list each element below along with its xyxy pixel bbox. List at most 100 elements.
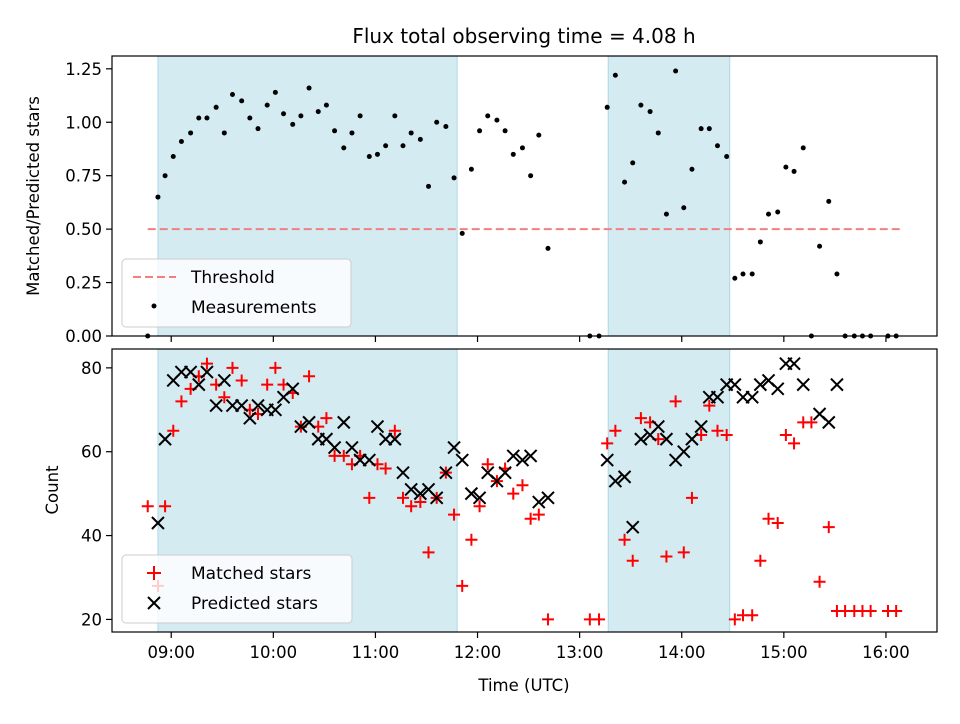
ratio-panel-frame [111,55,938,337]
measurement-point [732,275,738,281]
matched-star-point [754,554,767,567]
measurement-point [638,102,644,108]
matched-star-point [720,428,733,441]
matched-star-point [779,428,792,441]
measurement-point [290,121,296,127]
measurement-point [714,143,720,149]
measurement-point [545,245,551,251]
matched-star-point [141,500,154,513]
matched-star-point [320,412,333,425]
predicted-star-point [506,449,520,463]
matched-star-point [481,458,494,471]
matched-star-point [363,491,376,504]
matched-star-point [159,500,172,513]
matched-star-point [864,605,877,618]
y-tick-label: 1.25 [65,60,102,79]
predicted-star-point [192,377,206,392]
predicted-star-point [626,520,640,534]
predicted-star-point [362,453,377,467]
legend-predicted-label: Predicted stars [191,594,318,614]
matched-star-point [261,378,274,391]
matched-star-point [626,554,639,567]
measurement-point [834,271,840,277]
measurement-point [740,271,746,277]
predicted-star-point [771,382,785,396]
chart-title: Flux total observing time = 4.08 h [352,24,695,48]
matched-star-point [618,533,631,546]
predicted-star-point [439,465,453,480]
measurement-point [477,128,483,134]
predicted-star-point [710,390,725,404]
predicted-star-point [617,470,632,484]
measurement-point [612,72,618,78]
measurement-point [272,89,278,95]
matched-star-point [822,521,835,534]
measurement-point [306,85,312,91]
matched-star-point [685,491,698,504]
measurement-point [357,113,363,119]
matched-star-point [669,395,682,408]
legend-matched-label: Matched stars [191,564,311,584]
matched-star-point [516,479,529,492]
predicted-star-point [158,432,172,446]
measurement-point [255,126,261,132]
predicted-star-point [294,419,308,434]
measurement-point [485,113,491,119]
y-tick-label: 0.00 [65,327,102,346]
matched-star-point [175,395,188,408]
y-tick-label: 0.25 [65,274,102,293]
measurement-point [155,194,161,200]
matched-star-point [303,370,316,383]
predicted-star-point [600,453,614,467]
matched-star-point [269,361,282,374]
measurement-point [817,243,823,249]
predicted-star-point [822,415,836,430]
legend-measurements-marker [151,303,157,309]
y-tick-label: 20 [81,610,102,629]
matched-star-point [771,516,784,529]
count-panel-frame [111,348,938,633]
measurement-point [281,111,287,117]
measurement-point [392,113,398,119]
measurement-point [766,211,772,217]
x-axis-label: Time (UTC) [477,676,569,695]
y-tick-label: 0.50 [65,220,102,239]
measurement-point [528,173,534,179]
legend-threshold-label: Threshold [190,268,275,288]
matched-star-point [235,374,248,387]
matched-star-point [226,361,239,374]
predicted-star-point [327,440,342,455]
measurement-point [383,143,389,149]
measurement-point [374,151,380,157]
y-tick-label: 0.75 [65,167,102,186]
measurement-point [783,164,789,170]
predicted-star-point [404,482,418,497]
count-panel-y-axis-label: Count [43,465,62,515]
predicted-star-point [388,432,402,446]
x-tick-label: 13:00 [556,643,604,662]
legend-predicted-marker [147,596,161,610]
predicted-star-point [694,419,708,434]
predicted-star-point [728,377,742,392]
x-tick-label: 10:00 [250,643,298,662]
x-tick-label: 15:00 [760,643,808,662]
measurement-point [519,145,525,151]
matched-star-point [728,613,741,626]
predicted-star-point [268,403,283,417]
legend-matched-marker [147,566,161,580]
measurement-point [229,91,235,97]
measurement-point [510,151,516,157]
measurement-point [647,109,653,115]
y-tick-label: 60 [81,443,102,462]
measurement-point [434,119,440,125]
predicted-star-point [523,449,538,463]
predicted-star-point [200,365,214,379]
x-tick-label: 14:00 [658,643,706,662]
measurement-point [706,126,712,132]
measurement-point [451,175,457,181]
predicted-star-point [209,398,223,413]
measurement-point [408,130,414,136]
measurement-point [341,145,347,151]
measurement-point [800,145,806,151]
measurement-point [323,102,329,108]
